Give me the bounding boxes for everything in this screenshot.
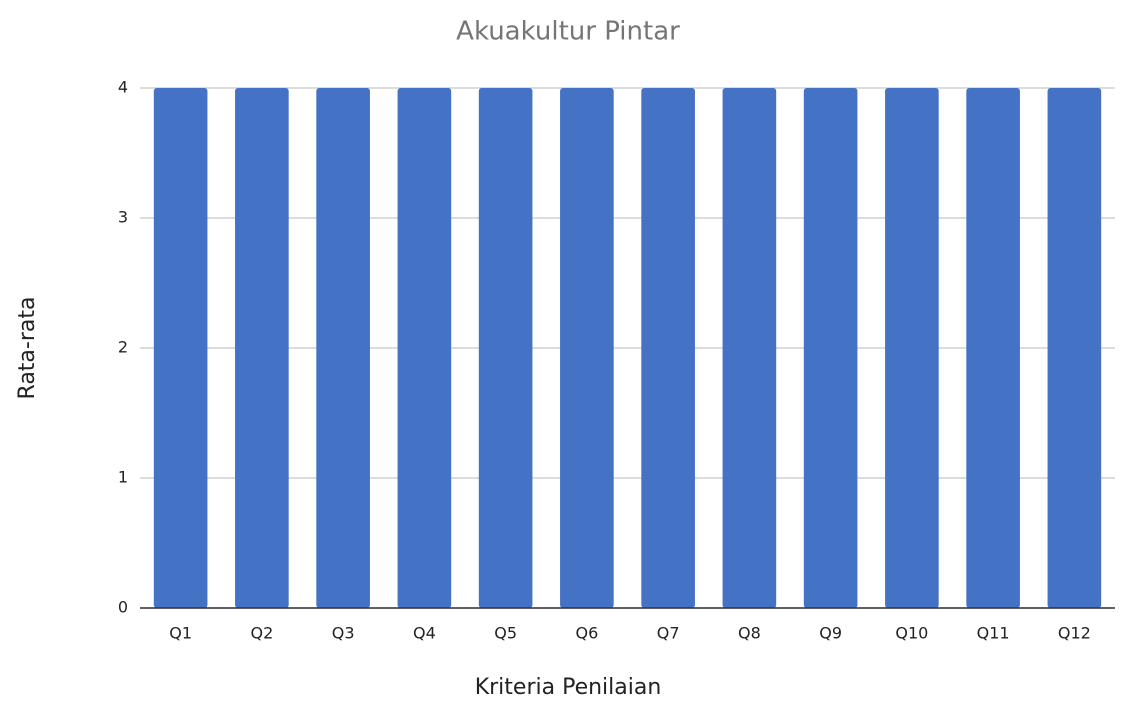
chart-title: Akuakultur Pintar [456,17,680,47]
bar [885,88,939,608]
x-tick-label: Q11 [977,624,1010,643]
x-tick-label: Q7 [657,624,680,643]
x-tick-label: Q1 [169,624,192,643]
bar [397,88,452,608]
y-axis-label: Rata-rata [15,297,40,400]
x-tick-label: Q5 [494,624,517,643]
bar [966,88,1020,608]
bar [478,88,533,608]
bar [641,88,695,608]
x-tick-label: Q8 [738,624,761,643]
bar [1047,88,1102,608]
y-tick-label: 4 [118,78,128,97]
x-tick-label: Q9 [819,624,842,643]
x-tick-label: Q2 [250,624,273,643]
y-tick-label: 0 [118,598,128,617]
x-tick-label: Q6 [575,624,598,643]
bar [316,88,370,608]
bar [560,88,614,608]
y-tick-label: 3 [118,208,128,227]
y-tick-label: 1 [118,468,128,487]
x-tick-label: Q10 [895,624,928,643]
bar [722,88,777,608]
x-axis-label: Kriteria Penilaian [475,675,662,700]
x-tick-label: Q3 [332,624,355,643]
bar [803,88,858,608]
bar [235,88,289,608]
y-tick-label: 2 [118,338,128,357]
bar [153,88,208,608]
x-tick-label: Q4 [413,624,436,643]
x-tick-label: Q12 [1058,624,1091,643]
